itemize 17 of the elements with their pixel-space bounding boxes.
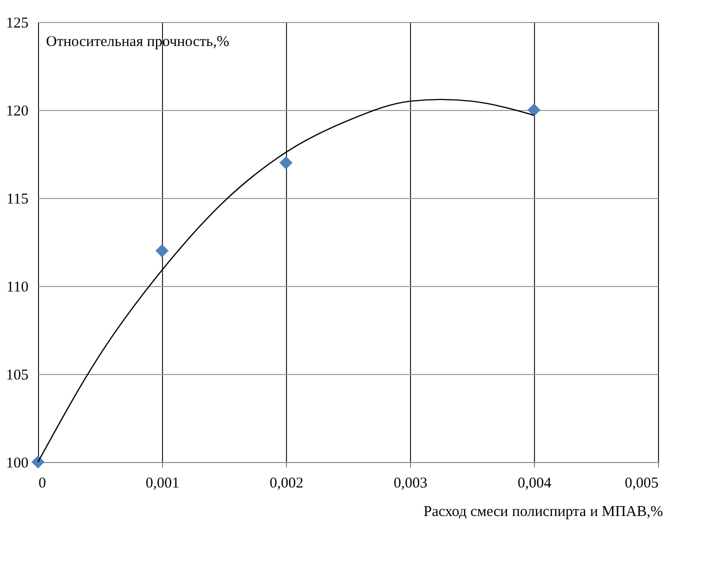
x-axis-title: Расход смеси полиспирта и МПАВ,% <box>424 504 663 520</box>
x-tick-label: 0,001 <box>146 476 180 492</box>
x-tick-label: 0,004 <box>518 476 552 492</box>
point <box>527 103 541 117</box>
y-tick-label: 115 <box>6 192 28 208</box>
point <box>279 156 293 170</box>
y-tick-label: 105 <box>6 368 28 384</box>
point <box>155 244 169 258</box>
x-tick-label: 0,005 <box>624 476 658 492</box>
y-tick-label: 110 <box>6 280 28 296</box>
y-tick-label: 125 <box>6 16 28 32</box>
y-tick-label: 120 <box>6 104 28 120</box>
point <box>31 455 45 469</box>
x-tick-label: 0,002 <box>270 476 304 492</box>
x-tick-label: 0,003 <box>394 476 428 492</box>
y-tick-label: 100 <box>6 456 28 472</box>
x-tick-label: 0 <box>38 476 46 492</box>
